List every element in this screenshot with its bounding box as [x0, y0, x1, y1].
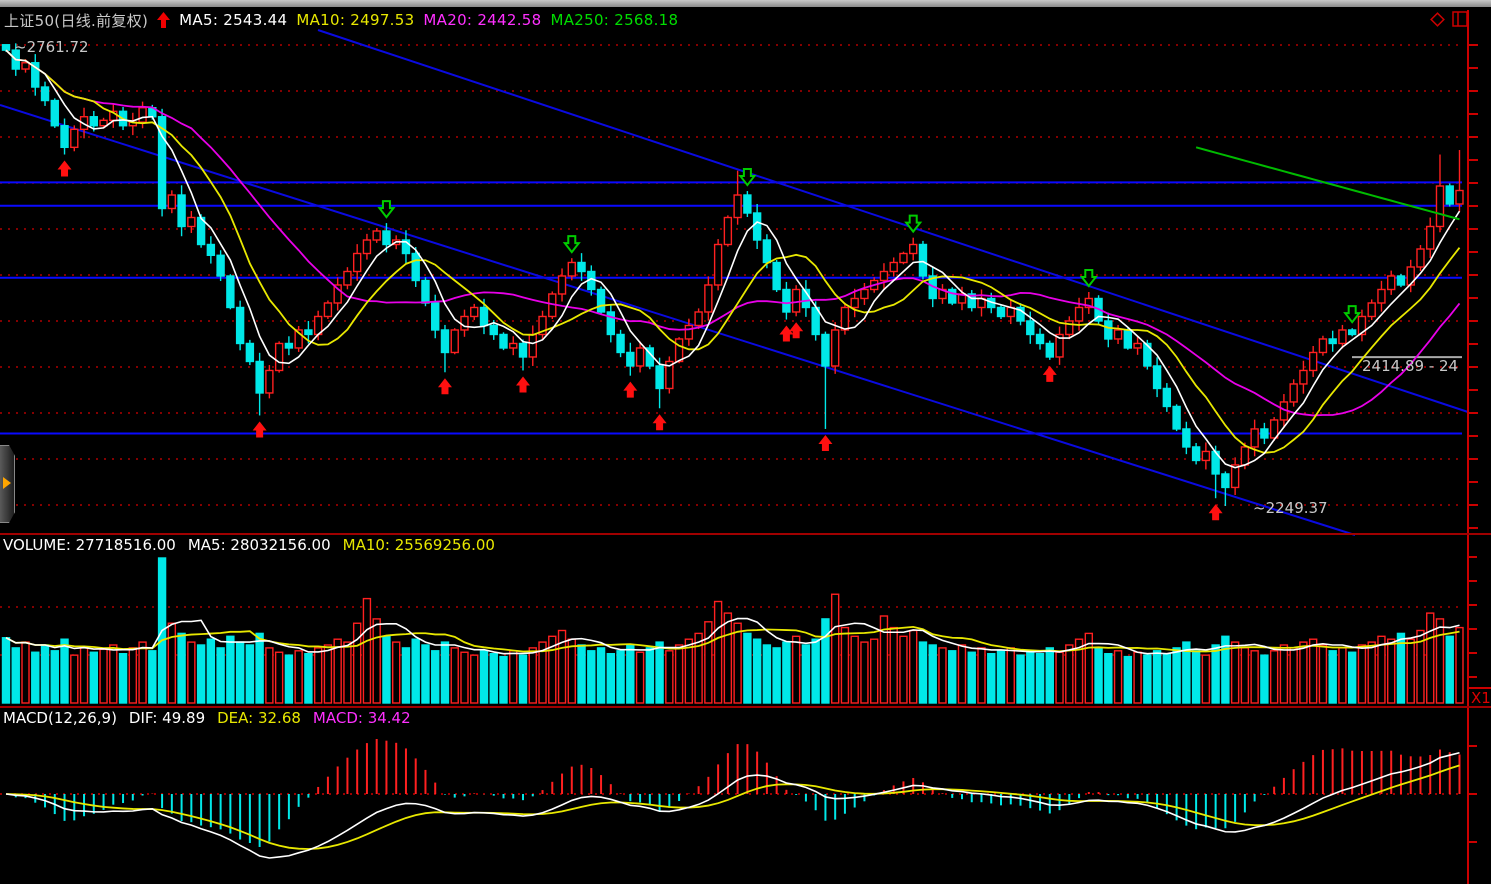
panel-resize-divider-1[interactable] [0, 533, 1491, 535]
price-axis[interactable] [1463, 10, 1491, 884]
sidebar-expand-handle[interactable] [0, 445, 15, 523]
macd-dif: DIF: 49.89 [128, 709, 206, 727]
volume-value: VOLUME: 27718516.00 [3, 536, 176, 554]
ma250-legend: MA250: 2568.18 [550, 11, 679, 29]
chart-header: 上证50(日线.前复权) MA5: 2543.44 MA10: 2497.53 … [4, 9, 678, 31]
expand-triangle-icon [3, 477, 11, 489]
channel-level-label: 2414.89 - 24 [1362, 357, 1459, 375]
ma-lines-layer [5, 49, 1461, 469]
ma5-legend: MA5: 2543.44 [179, 11, 288, 29]
volume-header: VOLUME: 27718516.00 MA5: 28032156.00 MA1… [3, 536, 495, 554]
signal-arrows-layer [57, 160, 1362, 521]
volume-ma10: MA10: 25569256.00 [342, 536, 495, 554]
split-window-icon[interactable] [1452, 10, 1469, 32]
diamond-icon[interactable] [1428, 10, 1446, 32]
up-arrow-icon [157, 12, 171, 28]
macd-params: MACD(12,26,9) [3, 709, 117, 727]
ma10-legend: MA10: 2497.53 [296, 11, 415, 29]
lowest-price-label: ~2249.37 [1253, 499, 1328, 517]
volume-layer [0, 557, 1464, 704]
macd-value: MACD: 34.42 [312, 709, 411, 727]
main-grid [0, 29, 1469, 536]
highest-price-label: ~2761.72 [14, 38, 89, 56]
window-title-strip [0, 0, 1491, 7]
volume-region[interactable] [0, 553, 1462, 703]
macd-dea: DEA: 32.68 [217, 709, 301, 727]
macd-region[interactable] [0, 728, 1462, 884]
panel-resize-divider-2[interactable] [0, 706, 1491, 708]
volume-ma5: MA5: 28032156.00 [187, 536, 331, 554]
macd-layer [0, 739, 1462, 859]
price-axis-layer [1467, 10, 1491, 884]
main-chart-region[interactable] [0, 30, 1462, 533]
macd-header: MACD(12,26,9) DIF: 49.89 DEA: 32.68 MACD… [3, 709, 411, 727]
instrument-title: 上证50(日线.前复权) [4, 11, 149, 30]
axis-scale-tag: X1 [1471, 689, 1491, 707]
ma20-legend: MA20: 2442.58 [423, 11, 542, 29]
